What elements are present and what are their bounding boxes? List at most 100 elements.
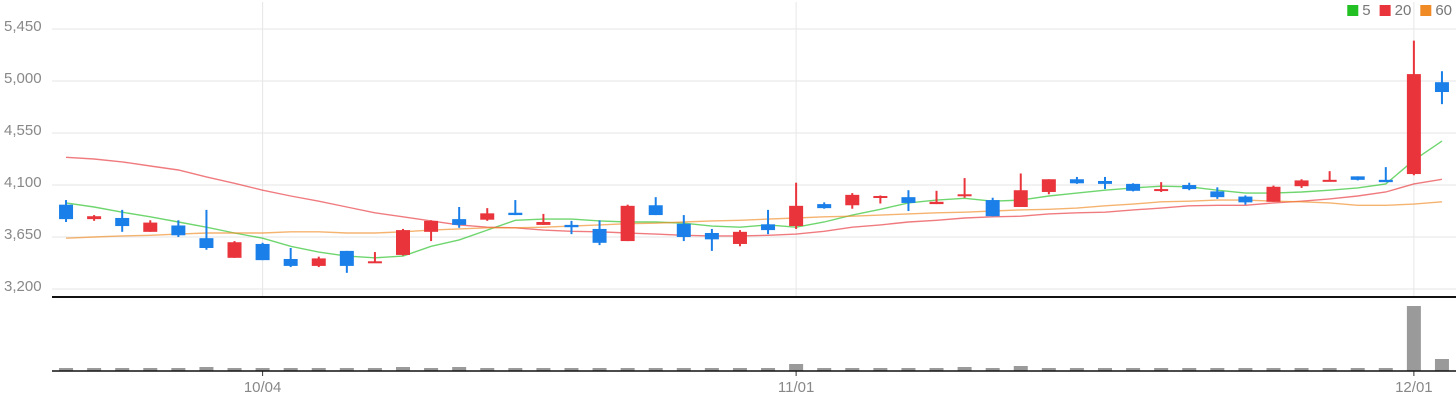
candle-body xyxy=(1378,179,1393,183)
candle-body xyxy=(1154,189,1169,192)
volume-bar xyxy=(732,368,747,371)
moving-average-line xyxy=(65,156,1443,237)
candle-body xyxy=(424,220,439,232)
volume-bar xyxy=(1013,366,1028,371)
candle-body xyxy=(115,217,130,227)
volume-bar xyxy=(396,367,410,371)
candle-body xyxy=(1098,180,1112,184)
candle-body xyxy=(789,205,804,227)
candle-body xyxy=(1126,183,1141,191)
volume-bar xyxy=(1210,368,1225,371)
candle-body xyxy=(564,224,579,228)
volume-bar xyxy=(789,364,804,371)
volume-bar xyxy=(367,368,382,371)
volume-bar xyxy=(536,368,551,371)
y-tick-label: 5,000 xyxy=(4,70,42,87)
y-tick-label: 3,650 xyxy=(4,226,42,243)
candle-body xyxy=(396,230,410,255)
volume-bar xyxy=(1154,368,1169,371)
candle-body xyxy=(985,200,1000,217)
volume-bar xyxy=(592,368,607,371)
volume-bar xyxy=(1406,306,1421,371)
candle-body xyxy=(171,225,186,236)
volume-bar xyxy=(480,368,495,371)
candle-body xyxy=(676,223,691,238)
volume-bar xyxy=(255,368,270,371)
volume-bar xyxy=(929,368,944,371)
volume-bar xyxy=(115,368,130,371)
volume-bar xyxy=(1322,368,1337,371)
candle-body xyxy=(929,201,944,205)
candle-body xyxy=(143,222,158,232)
candle-body xyxy=(339,250,354,266)
candle-body xyxy=(761,224,776,231)
volume-bar xyxy=(873,368,888,371)
candle-body xyxy=(1322,179,1337,182)
candle-body xyxy=(311,258,326,266)
candle-body xyxy=(536,222,551,225)
candle-body xyxy=(1294,180,1309,187)
candle-body xyxy=(1406,74,1421,175)
y-tick-label: 5,450 xyxy=(4,18,42,35)
volume-bar xyxy=(761,368,776,371)
volume-bar xyxy=(1069,368,1084,371)
x-tick-label: 12/01 xyxy=(1395,379,1433,396)
volume-bar xyxy=(817,368,832,371)
volume-bar xyxy=(508,368,523,371)
candle-body xyxy=(901,197,916,203)
candle-body xyxy=(1434,82,1449,93)
volume-bar xyxy=(199,367,214,371)
volume-bar xyxy=(845,368,860,371)
candle-body xyxy=(199,238,214,249)
candle-body xyxy=(957,194,972,197)
volume-bar xyxy=(1238,368,1253,371)
candle-body xyxy=(817,204,832,209)
volume-bar xyxy=(1434,359,1449,371)
candle-body xyxy=(648,205,663,216)
volume-bar xyxy=(648,368,663,371)
candle-body xyxy=(704,232,719,240)
candle-body xyxy=(1266,186,1281,202)
legend: 60 20 5 xyxy=(1347,2,1452,19)
volume-bar xyxy=(1041,368,1056,371)
candle-body xyxy=(255,243,270,261)
volume-bar xyxy=(283,368,298,371)
volume-bar xyxy=(143,368,158,371)
volume-bar xyxy=(620,368,635,371)
volume-bar xyxy=(424,368,439,371)
volume-bar xyxy=(1266,368,1281,371)
volume-bar xyxy=(339,368,354,371)
candle-body xyxy=(1238,196,1253,203)
volume-bar xyxy=(1294,368,1309,371)
volume-bar xyxy=(1378,368,1393,371)
volume-bar xyxy=(704,368,719,371)
volume-bar xyxy=(1126,368,1141,371)
candle-body xyxy=(592,228,607,243)
candle-body xyxy=(227,242,242,258)
candle-body xyxy=(732,231,747,244)
candle-body xyxy=(1069,179,1084,184)
y-tick-label: 4,550 xyxy=(4,122,42,139)
legend-swatch xyxy=(1420,5,1432,16)
candle-body xyxy=(367,261,382,264)
legend-label: 60 xyxy=(1435,2,1452,19)
moving-average-line xyxy=(65,199,1443,239)
y-tick-label: 4,100 xyxy=(4,174,42,191)
volume-bar xyxy=(452,367,467,371)
candle-body xyxy=(59,204,74,220)
candle-body xyxy=(87,216,102,220)
legend-swatch xyxy=(1347,5,1359,16)
volume-bar xyxy=(59,368,74,371)
candle-body xyxy=(452,219,467,225)
x-tick-label: 11/01 xyxy=(778,379,814,396)
legend-label: 20 xyxy=(1395,2,1412,19)
volume-bar xyxy=(87,368,102,371)
x-tick-label: 10/04 xyxy=(244,379,282,396)
candle-body xyxy=(1210,191,1225,198)
moving-average-line xyxy=(65,140,1443,259)
candle-body xyxy=(508,212,523,216)
legend-swatch xyxy=(1379,5,1391,16)
legend-label: 5 xyxy=(1362,2,1370,19)
candle-body xyxy=(283,258,298,266)
y-tick-label: 3,200 xyxy=(4,278,42,295)
